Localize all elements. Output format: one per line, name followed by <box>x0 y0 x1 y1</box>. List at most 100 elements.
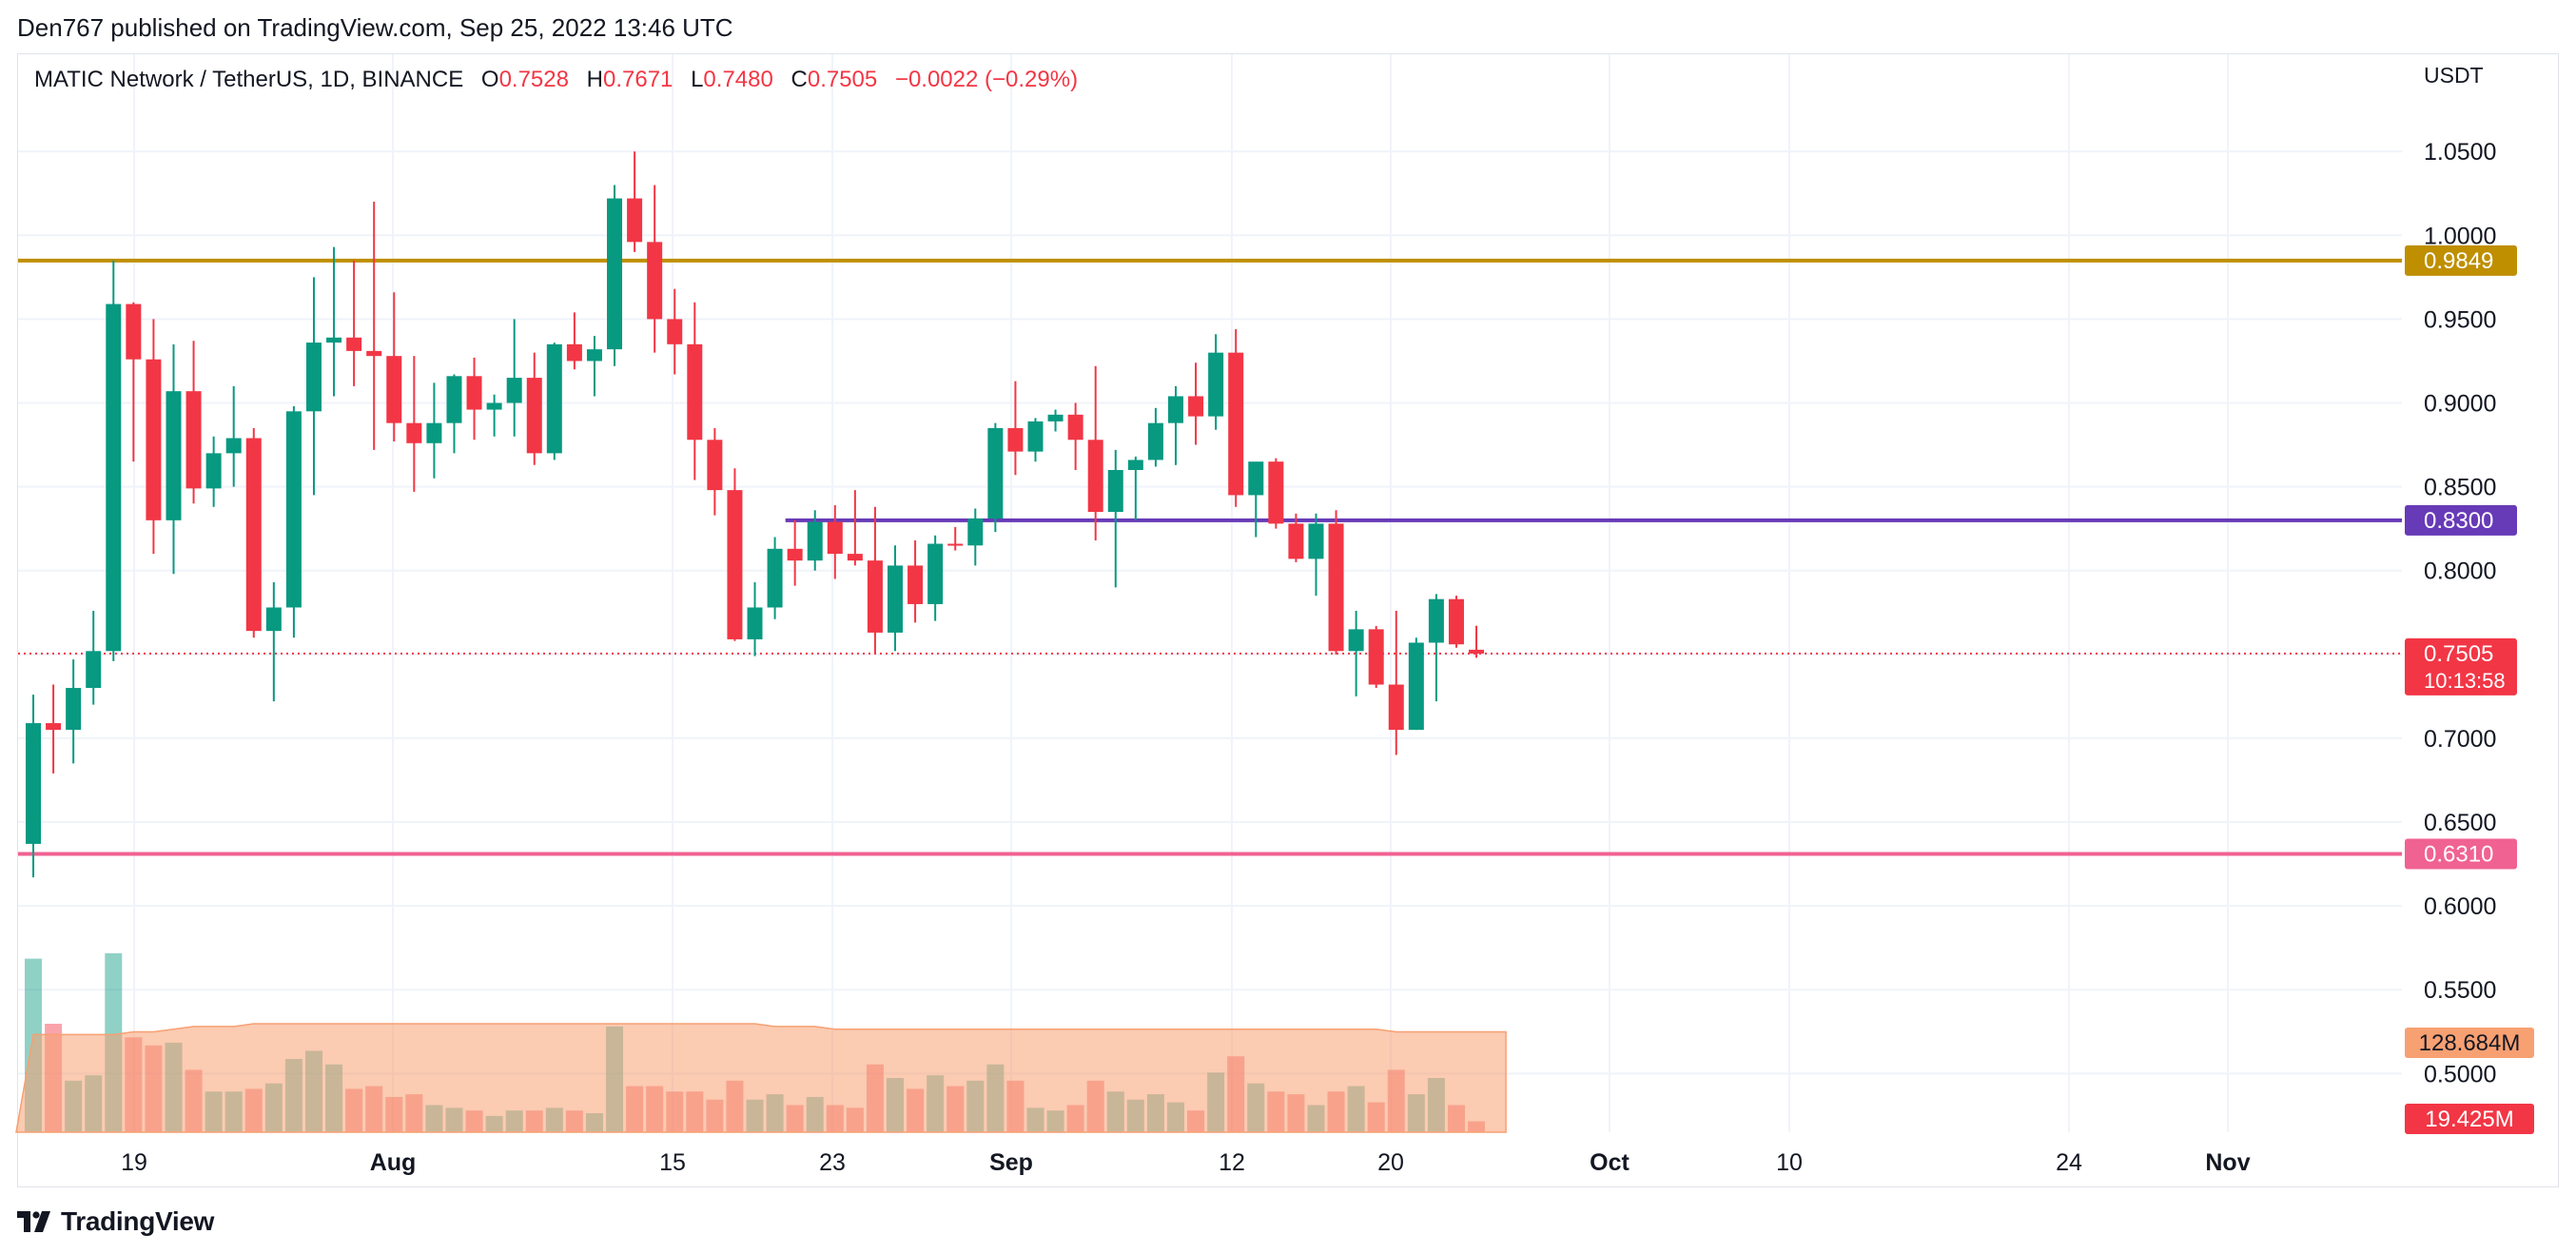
candle-body <box>1228 352 1244 496</box>
candle-body <box>446 376 462 423</box>
price-label-text: 0.8300 <box>2424 508 2493 534</box>
y-tick-label: 0.6000 <box>2424 893 2496 920</box>
y-tick-label: 0.5000 <box>2424 1061 2496 1087</box>
close-value: 0.7505 <box>807 67 878 92</box>
candle-body <box>907 565 924 604</box>
y-tick-label: 0.6500 <box>2424 810 2496 836</box>
candle-body <box>586 349 602 362</box>
tradingview-logo-icon <box>17 1211 50 1232</box>
grid-lines <box>18 54 2402 1132</box>
candle-body <box>1087 440 1103 513</box>
symbol-legend[interactable]: MATIC Network / TetherUS, 1D, BINANCE O0… <box>34 67 1078 93</box>
candle-body <box>1368 629 1384 685</box>
price-label-box <box>2405 245 2517 276</box>
candle-body <box>205 453 222 489</box>
x-tick-label: Aug <box>370 1149 417 1176</box>
volume-bars <box>15 952 1507 1133</box>
open-value: 0.7528 <box>498 67 569 92</box>
volume-label-text: 128.684M <box>2419 1030 2521 1056</box>
price-label-text: 0.6310 <box>2424 841 2493 867</box>
candle-body <box>185 391 202 489</box>
candle-body <box>1067 414 1083 441</box>
candle-body <box>86 651 102 689</box>
candle-body <box>486 402 502 410</box>
candle-body <box>987 427 1004 519</box>
volume-ma-area <box>15 1023 1507 1133</box>
candle-body <box>66 688 82 731</box>
y-tick-label: 1.0500 <box>2424 139 2496 166</box>
candle-body <box>526 378 542 454</box>
candle-body <box>607 198 623 350</box>
candle-body <box>1188 396 1204 417</box>
candle-body <box>888 565 904 633</box>
low-value: 0.7480 <box>703 67 773 92</box>
candle-body <box>146 359 162 520</box>
candle-body <box>126 304 142 360</box>
candle-body <box>1388 684 1404 731</box>
x-tick-label: 20 <box>1377 1149 1404 1176</box>
volume-label-box <box>2405 1028 2534 1058</box>
footer-brand[interactable]: TradingView <box>17 1205 214 1239</box>
x-tick-label: 19 <box>121 1149 147 1176</box>
candle-body <box>225 438 242 454</box>
candle-body <box>1047 414 1064 421</box>
brand-name: TradingView <box>61 1206 215 1236</box>
close-key: C <box>790 67 808 92</box>
candle-body <box>827 521 843 555</box>
candle-body <box>406 422 422 443</box>
candle-body <box>727 490 743 639</box>
y-tick-label: 0.9000 <box>2424 391 2496 418</box>
candle-body <box>967 519 984 546</box>
candle-body <box>265 607 282 632</box>
price-axis: 1.0500 1.0000 0.9500 0.9000 0.8500 0.8000 0.75… <box>2424 139 2496 1087</box>
x-tick-label: Oct <box>1590 1149 1630 1176</box>
change-value: −0.0022 (−0.29%) <box>894 67 1079 92</box>
candle-body <box>707 440 723 491</box>
low-key: L <box>691 67 704 92</box>
candle-body <box>26 723 41 844</box>
candle-body <box>245 438 262 632</box>
candle-body <box>305 343 322 412</box>
candle-body <box>546 343 562 454</box>
candle-body <box>566 343 582 362</box>
volume-label-box <box>2405 1104 2534 1134</box>
candle-body <box>466 376 482 410</box>
publisher-line: Den767 published on TradingView.com, Sep… <box>17 13 733 42</box>
candle-body <box>326 337 342 343</box>
candle-body <box>927 543 944 604</box>
candle-body <box>366 350 382 357</box>
candle-body <box>1027 421 1044 452</box>
candle-body <box>1147 422 1163 460</box>
high-value: 0.7671 <box>602 67 673 92</box>
price-label-box <box>2405 637 2517 696</box>
currency-label: USDT <box>2424 63 2484 88</box>
candle-body <box>667 319 683 344</box>
candle-body <box>46 723 62 731</box>
candle-body <box>1107 469 1123 513</box>
candle-body <box>426 422 442 443</box>
candle-body <box>1448 598 1464 645</box>
candle-body <box>1469 649 1485 654</box>
candle-body <box>1007 427 1024 452</box>
candle-body <box>1328 523 1344 652</box>
candle-body <box>506 378 522 403</box>
candle-body <box>947 543 964 546</box>
candle-body <box>867 560 883 633</box>
candle-body <box>1408 642 1424 731</box>
candle-body <box>1248 461 1264 496</box>
y-tick-label: 0.8500 <box>2424 475 2496 501</box>
candle-body <box>1348 629 1364 652</box>
symbol-title[interactable]: MATIC Network / TetherUS, 1D, BINANCE <box>34 67 464 92</box>
high-key: H <box>586 67 603 92</box>
x-tick-label: Nov <box>2205 1149 2250 1176</box>
candle-body <box>1288 523 1304 559</box>
chart-frame[interactable] <box>17 53 2559 1187</box>
candle-body <box>106 304 122 652</box>
y-tick-label: 0.9500 <box>2424 306 2496 333</box>
candle-body <box>767 548 783 608</box>
volume-label-text: 19.425M <box>2425 1107 2513 1132</box>
time-axis: 19 Aug 15 23 Sep 12 20 Oct 10 24 Nov <box>121 1149 2251 1176</box>
candle-body <box>627 198 643 243</box>
